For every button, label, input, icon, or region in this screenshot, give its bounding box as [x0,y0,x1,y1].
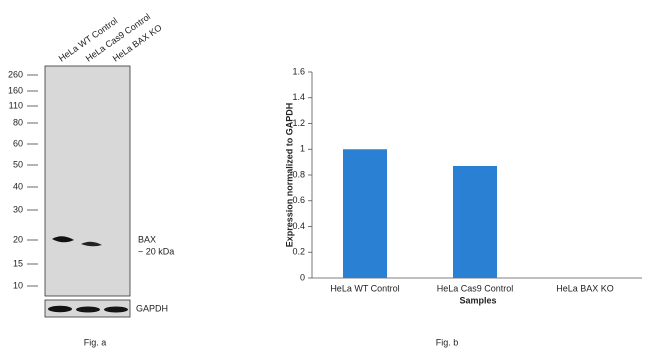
mw-marker: 15 [13,258,23,268]
caption: Fig. a [84,337,107,347]
target-size: ~ 20 kDa [138,246,174,256]
gapdh-band [104,306,128,313]
x-tick-label: HeLa Cas9 Control [437,283,514,293]
mw-marker: 30 [13,204,23,214]
bax-band [81,241,102,247]
bar [343,149,387,278]
mw-marker: 80 [13,117,23,127]
y-tick-label: 0 [300,272,305,282]
x-tick-label: HeLa BAX KO [556,283,614,293]
y-axis-title: Expression normalized to GAPDH [284,103,294,248]
x-tick-label: HeLa WT Control [330,283,399,293]
mw-marker: 50 [13,159,23,169]
y-tick-label: 0.4 [292,221,305,231]
y-tick-label: 0.2 [292,247,305,257]
y-tick-label: 1.2 [292,118,305,128]
y-tick-label: 0.6 [292,195,305,205]
mw-marker: 10 [13,280,23,290]
gapdh-band [48,305,72,313]
bax-band [52,236,74,243]
caption: Fig. b [436,337,459,347]
mw-marker: 160 [8,85,23,95]
mw-marker: 110 [9,100,23,110]
mw-marker: 40 [13,181,23,191]
blot-membrane [44,65,131,297]
mw-marker: 20 [13,234,23,244]
y-tick-label: 1.6 [292,66,305,76]
x-axis-title: Samples [459,295,496,305]
bar [453,165,497,278]
loading-control-label: GAPDH [136,303,168,313]
y-tick-label: 1 [300,144,305,154]
target-label: BAX [138,234,156,244]
y-tick-label: 1.4 [292,92,305,102]
mw-marker: 60 [13,138,23,148]
y-tick-label: 0.8 [292,169,305,179]
mw-marker: 260 [8,69,23,79]
gapdh-band [76,306,100,313]
